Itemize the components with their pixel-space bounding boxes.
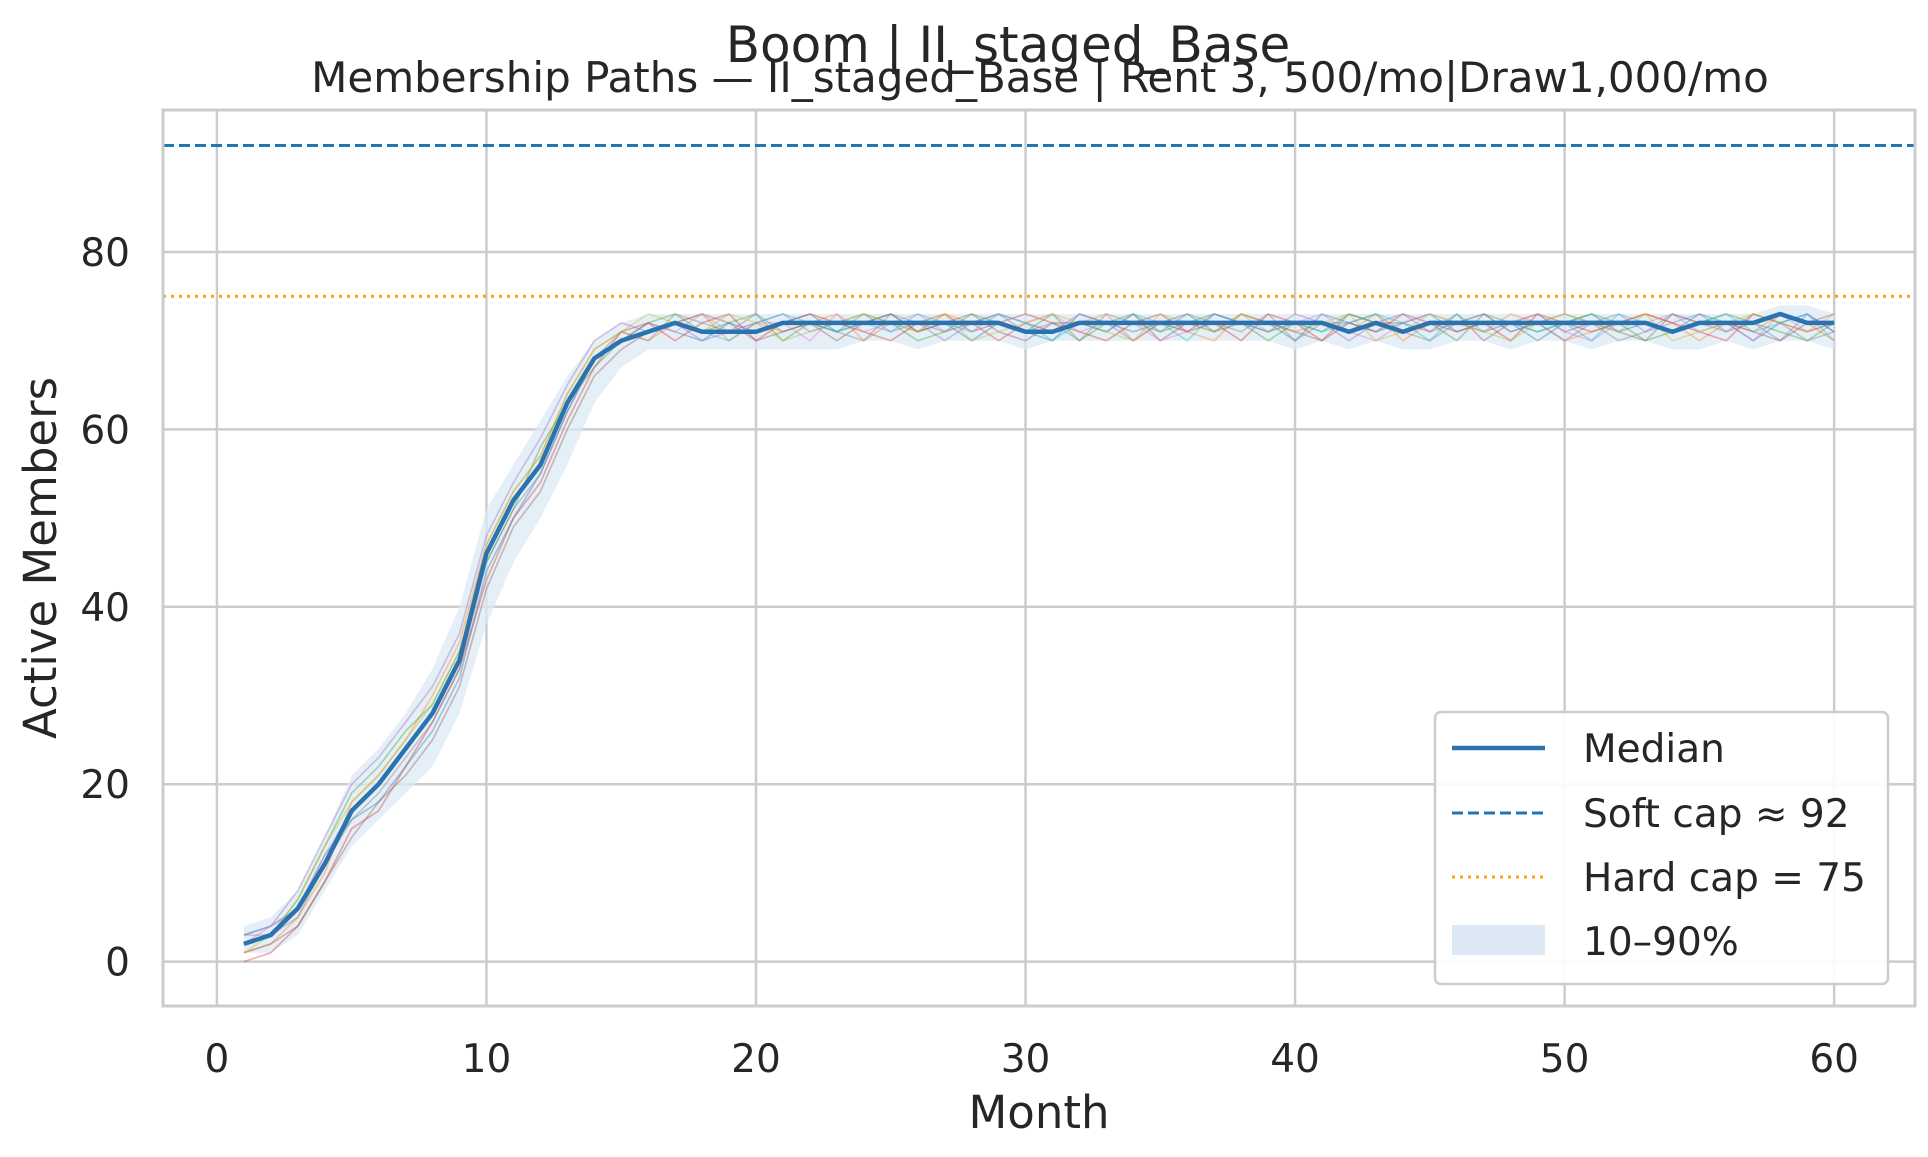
legend-band-swatch: [1452, 925, 1545, 955]
legend-box: [1433, 710, 1890, 986]
plot-frame: [161, 108, 1917, 1008]
chart-title: Membership Paths — II_staged_Base | Rent…: [311, 53, 1769, 102]
legend-band-label: 10–90%: [1583, 920, 1739, 965]
median-series: [243, 311, 1835, 947]
x-tick-label: 40: [1270, 1037, 1320, 1082]
legend: Median Soft cap ≈ 92 Hard cap = 75 10–90…: [1433, 710, 1890, 986]
x-tick-label: 30: [1001, 1037, 1051, 1082]
simulation-path: [243, 312, 1835, 936]
legend-soft-cap-label: Soft cap ≈ 92: [1583, 792, 1850, 837]
y-tick-label: 40: [80, 586, 130, 631]
legend-hard-cap-label: Hard cap = 75: [1583, 856, 1866, 901]
y-tick-label: 80: [80, 231, 130, 276]
y-tick-label: 0: [105, 941, 130, 986]
simulation-path: [243, 312, 1835, 936]
simulation-path: [243, 312, 1835, 954]
cap-lines: [163, 143, 1915, 298]
x-tick-label: 20: [731, 1037, 781, 1082]
x-tick-label: 10: [462, 1037, 512, 1082]
y-axis-ticks: 0 20 40 60 80: [80, 231, 130, 986]
y-tick-label: 20: [80, 763, 130, 808]
y-tick-label: 60: [80, 408, 130, 453]
chart-suptitle: Boom | II_staged_Base: [726, 16, 1291, 74]
grid: [163, 110, 1915, 1006]
x-tick-label: 60: [1809, 1037, 1859, 1082]
x-axis-label: Month: [968, 1086, 1109, 1139]
x-tick-label: 50: [1540, 1037, 1590, 1082]
x-tick-label: 0: [204, 1037, 229, 1082]
legend-median-label: Median: [1583, 727, 1725, 772]
median-line: [243, 311, 1835, 947]
y-axis-label: Active Members: [14, 377, 67, 739]
x-axis-ticks: 0 10 20 30 40 50 60: [204, 1037, 1858, 1082]
simulation-path: [243, 312, 1835, 954]
